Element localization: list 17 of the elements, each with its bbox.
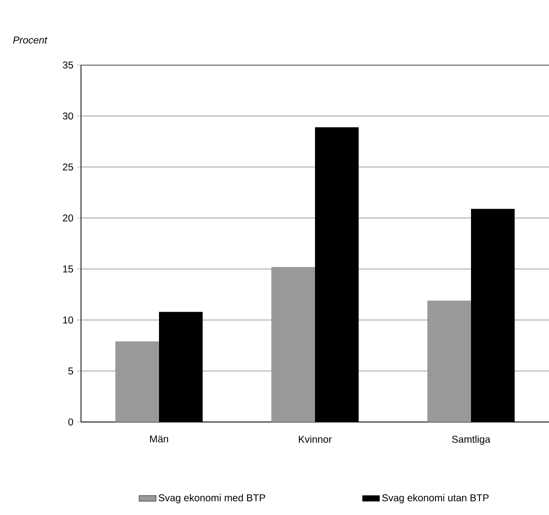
y-tick-label: 30 [62,112,74,120]
x-tick-label: Samtliga [452,435,490,445]
bar [115,341,159,422]
y-tick-label: 35 [62,61,74,69]
x-tick-label: Kvinnor [298,435,332,443]
y-tick-label: 10 [63,316,74,324]
legend-label: Svag ekonomi utan BTP [382,494,489,504]
y-tick-label: 5 [68,368,74,374]
y-tick-label: 0 [68,418,74,426]
bar [427,300,472,422]
bar [271,266,315,422]
y-tick-label: 15 [63,266,74,272]
y-axis-title: Procent [13,36,48,44]
y-tick-label: 25 [62,163,74,171]
x-tick-label: Män [150,435,168,442]
y-tick-label: 20 [62,214,74,222]
legend-label: Svag ekonomi med BTP [158,494,266,504]
